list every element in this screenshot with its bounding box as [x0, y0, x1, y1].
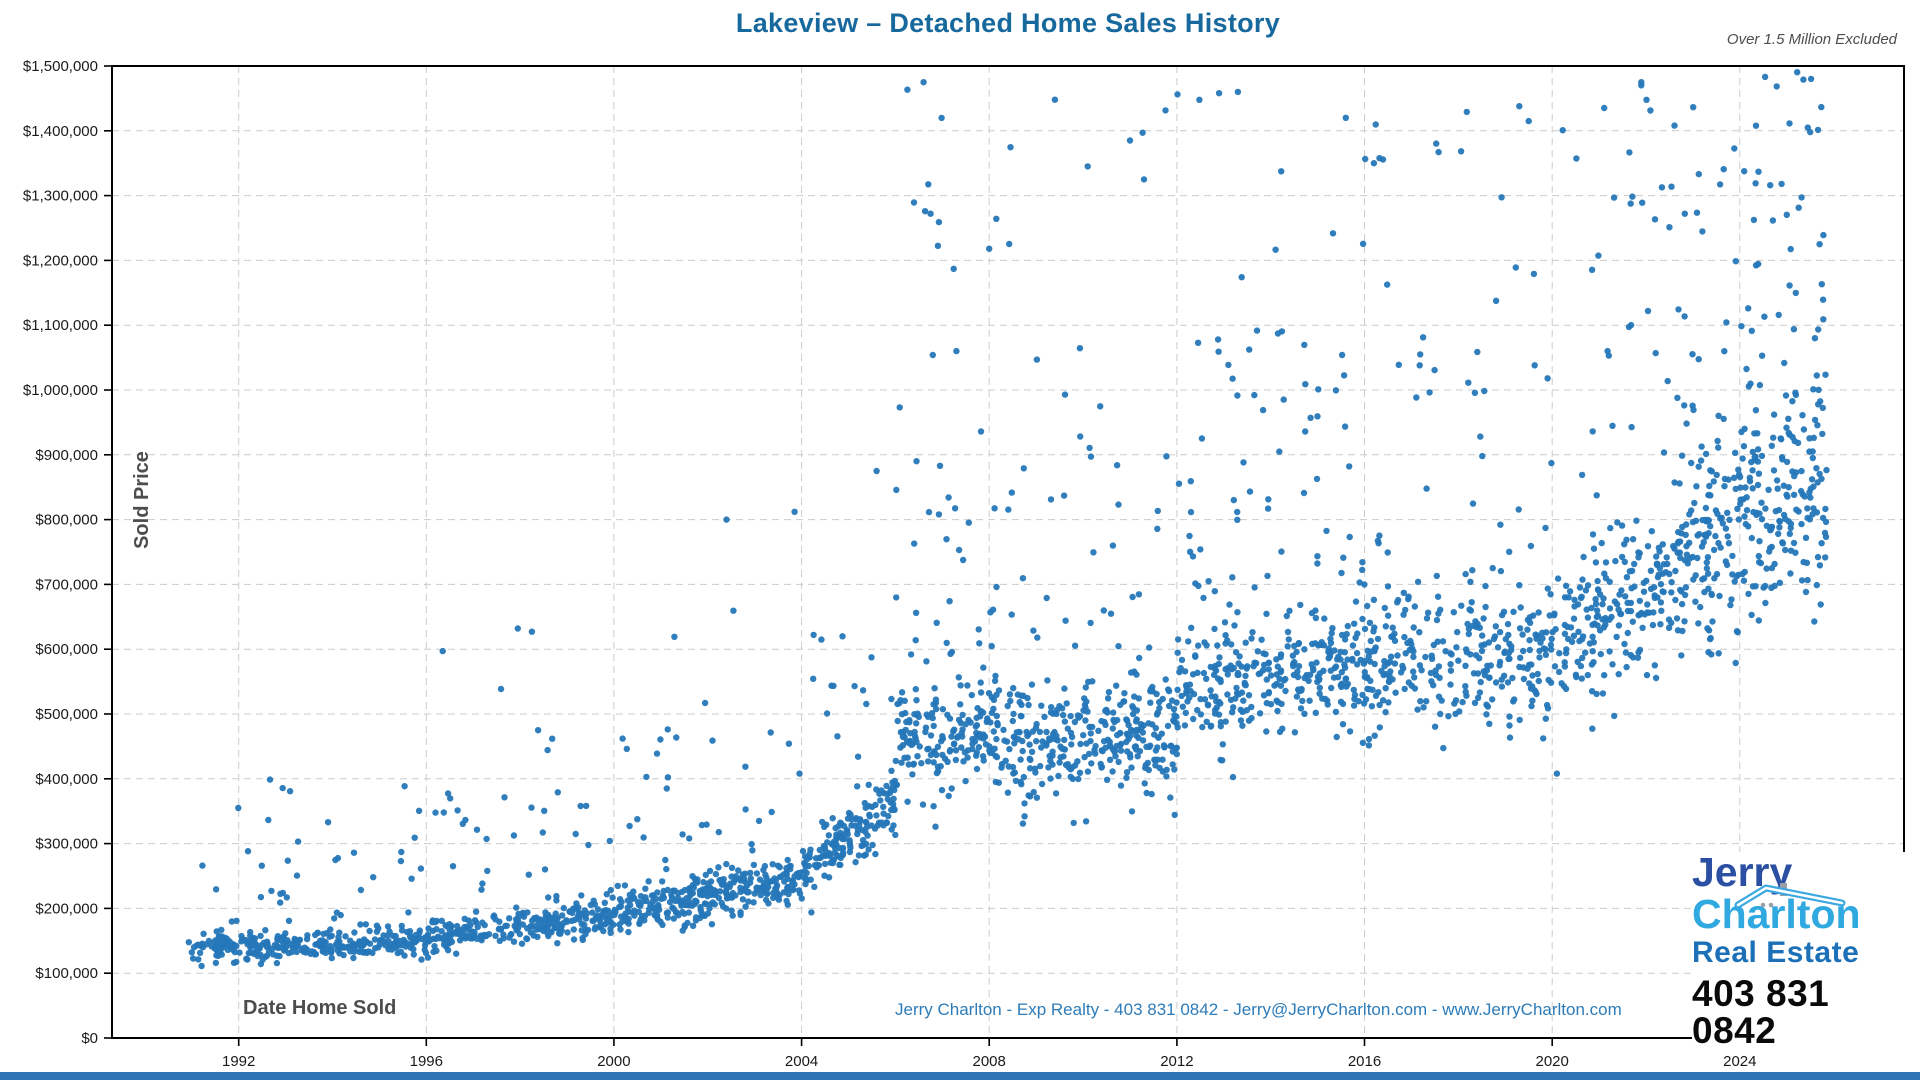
svg-text:2000: 2000	[597, 1053, 630, 1070]
svg-text:$0: $0	[81, 1030, 98, 1047]
svg-text:$1,100,000: $1,100,000	[23, 317, 98, 334]
svg-text:$1,000,000: $1,000,000	[23, 382, 98, 399]
svg-text:2016: 2016	[1348, 1053, 1381, 1070]
svg-text:$500,000: $500,000	[35, 706, 98, 723]
svg-text:2004: 2004	[785, 1053, 818, 1070]
svg-text:$400,000: $400,000	[35, 771, 98, 788]
svg-text:$800,000: $800,000	[35, 512, 98, 529]
svg-text:$1,400,000: $1,400,000	[23, 123, 98, 140]
svg-text:$1,200,000: $1,200,000	[23, 252, 98, 269]
exclusion-note: Over 1.5 Million Excluded	[1726, 31, 1897, 48]
svg-text:$900,000: $900,000	[35, 447, 98, 464]
svg-text:Sold Price: Sold Price	[131, 451, 153, 549]
svg-text:$200,000: $200,000	[35, 900, 98, 917]
svg-text:2008: 2008	[973, 1053, 1006, 1070]
svg-text:$1,500,000: $1,500,000	[23, 58, 98, 75]
svg-text:Date Home Sold: Date Home Sold	[243, 997, 396, 1019]
svg-text:2012: 2012	[1160, 1053, 1193, 1070]
svg-text:$100,000: $100,000	[35, 965, 98, 982]
logo-name-first: Jerry	[1692, 849, 1793, 895]
svg-text:$300,000: $300,000	[35, 836, 98, 853]
bottom-accent-bar	[0, 1072, 1920, 1080]
svg-text:2024: 2024	[1723, 1053, 1756, 1070]
svg-text:2020: 2020	[1536, 1053, 1569, 1070]
house-roof-icon	[1734, 883, 1846, 909]
logo-phone-number: 403 831 0842	[1692, 973, 1830, 1051]
chart-title: Lakeview – Detached Home Sales History	[735, 8, 1281, 38]
svg-text:$1,300,000: $1,300,000	[23, 188, 98, 205]
svg-text:1992: 1992	[222, 1053, 255, 1070]
brand-logo: Jerry Charlton Real Estate 403 831 0842	[1692, 852, 1907, 1049]
footer-contact-text: Jerry Charlton - Exp Realty - 403 831 08…	[895, 1000, 1622, 1019]
svg-text:$600,000: $600,000	[35, 641, 98, 658]
svg-text:$700,000: $700,000	[35, 576, 98, 593]
svg-text:1996: 1996	[410, 1053, 443, 1070]
logo-tagline: Real Estate	[1692, 936, 1860, 969]
